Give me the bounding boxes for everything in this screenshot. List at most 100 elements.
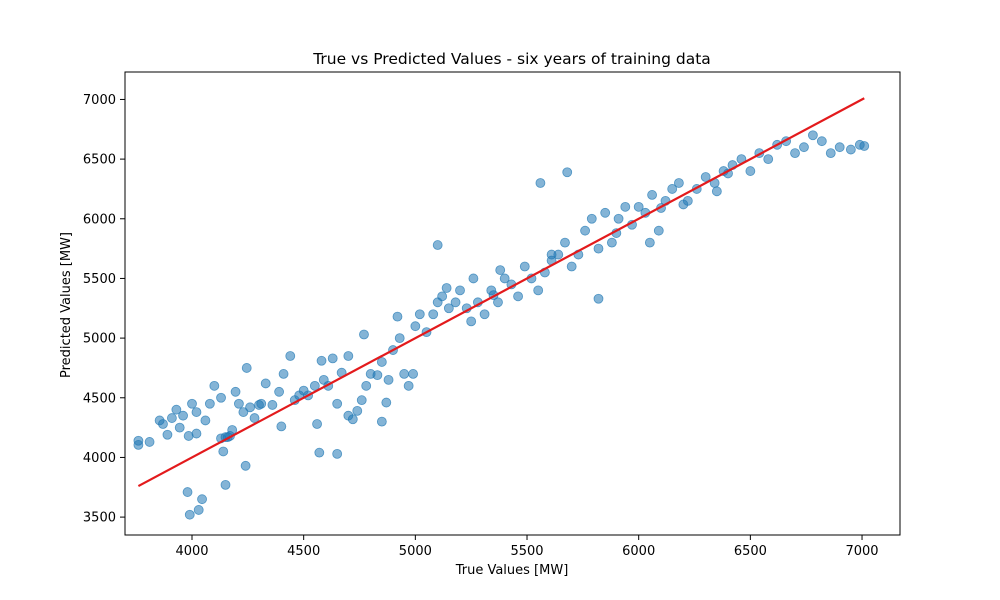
data-point (535, 178, 546, 188)
data-point (466, 316, 477, 327)
data-point (197, 494, 207, 505)
data-point (332, 398, 343, 409)
data-point (381, 397, 392, 408)
data-point (816, 136, 827, 147)
data-point (479, 309, 490, 320)
x-tick-label: 7000 (845, 544, 878, 559)
data-point (191, 407, 202, 417)
data-point (562, 167, 573, 178)
data-point (845, 144, 856, 155)
data-point (403, 380, 414, 391)
data-point (513, 291, 523, 302)
x-tick-label: 5500 (510, 544, 543, 559)
x-tick-label: 4500 (287, 544, 320, 559)
data-point (493, 297, 503, 308)
data-point (361, 380, 372, 391)
data-point (495, 265, 506, 275)
data-point (359, 329, 369, 340)
data-point (184, 509, 195, 520)
data-point (678, 199, 689, 210)
data-point (274, 386, 285, 397)
data-point (519, 261, 530, 272)
data-point (392, 311, 403, 322)
data-point (200, 415, 211, 426)
data-point (343, 351, 354, 361)
plot-frame (124, 71, 901, 536)
y-tick-label: 4000 (83, 451, 116, 466)
data-point (383, 374, 394, 385)
data-point (441, 283, 452, 293)
data-point (376, 357, 387, 367)
data-point (372, 370, 383, 380)
data-point (260, 378, 271, 389)
y-axis-label: Predicted Values [MW] (59, 232, 74, 378)
data-point (182, 487, 193, 497)
data-point (174, 422, 185, 433)
y-tick-label: 7000 (83, 93, 116, 108)
data-point (580, 225, 590, 236)
data-point (178, 410, 188, 421)
data-point (408, 369, 419, 379)
data-point (356, 395, 367, 406)
data-point (133, 440, 144, 450)
data-point (278, 369, 289, 379)
data-point (327, 353, 338, 364)
data-point (249, 413, 260, 423)
data-point (468, 273, 479, 284)
data-point (230, 386, 241, 397)
data-point (546, 249, 557, 260)
data-point (633, 201, 644, 212)
data-point (414, 309, 425, 320)
data-point (593, 243, 604, 254)
data-point (171, 404, 182, 415)
data-point (227, 425, 238, 435)
data-point (352, 405, 363, 416)
data-point (647, 190, 657, 200)
data-point (653, 225, 664, 236)
data-point (450, 297, 461, 308)
data-point (144, 437, 155, 447)
data-point (428, 309, 439, 320)
data-point (834, 142, 845, 153)
data-point (667, 184, 678, 194)
x-tick-label: 5000 (399, 544, 432, 559)
data-point (276, 421, 287, 432)
x-axis-ticks: 4000 4500 5000 5500 6000 6500 7000 (175, 535, 879, 559)
y-tick-label: 5500 (83, 272, 116, 287)
data-point (499, 273, 510, 284)
data-point (711, 186, 722, 197)
data-point (267, 400, 278, 410)
data-point (763, 154, 774, 165)
data-point (238, 407, 249, 417)
data-point (314, 447, 325, 458)
data-point (644, 237, 655, 248)
data-point (193, 505, 204, 515)
data-point (437, 291, 448, 302)
data-point (790, 148, 800, 159)
data-point (218, 446, 229, 457)
y-tick-label: 4500 (83, 391, 116, 406)
data-point (443, 303, 454, 314)
x-axis-label: True Values [MW] (455, 563, 569, 578)
y-tick-label: 5000 (83, 332, 116, 347)
data-point (343, 410, 354, 421)
data-point (600, 207, 611, 218)
data-point (613, 213, 624, 224)
chart-title: True vs Predicted Values - six years of … (312, 50, 711, 68)
data-point (455, 285, 465, 296)
data-point (245, 402, 255, 413)
x-tick-label: 4000 (175, 544, 208, 559)
data-point (807, 130, 818, 141)
y-axis-ticks: 3500 4000 4500 5000 5500 6000 6500 7000 (83, 93, 125, 526)
data-point (312, 419, 322, 429)
data-point (309, 380, 320, 391)
y-tick-label: 3500 (83, 511, 116, 526)
data-point (204, 398, 215, 409)
data-point (606, 237, 617, 248)
data-point (859, 141, 870, 151)
data-point (376, 416, 387, 427)
data-point (158, 419, 168, 429)
data-point (209, 380, 220, 391)
data-point (394, 333, 405, 344)
data-point (586, 213, 597, 224)
